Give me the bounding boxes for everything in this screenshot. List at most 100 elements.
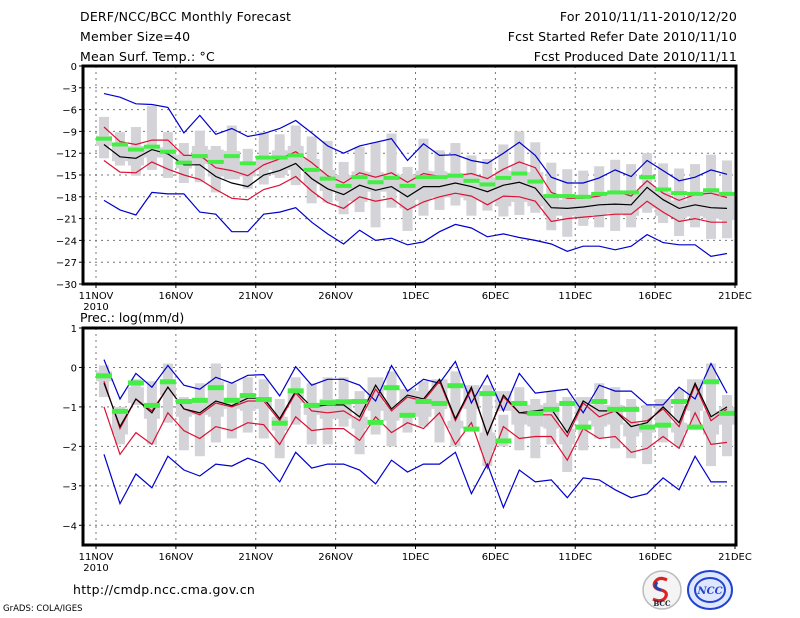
median-marker (671, 398, 688, 404)
median-marker (367, 180, 384, 185)
quartile-box (287, 391, 304, 403)
quartile-box (687, 195, 704, 217)
median-marker (239, 161, 256, 166)
header-left: DERF/NCC/BCC Monthly Forecast Member Siz… (80, 7, 291, 67)
y-tick-label: −3 (62, 84, 77, 95)
y-tick-label: 0 (71, 62, 77, 73)
quartile-box (671, 422, 688, 433)
quartile-box (223, 399, 240, 409)
x-tick-label: 16DEC (638, 552, 672, 563)
median-marker (431, 400, 448, 406)
y-tick-label: −4 (62, 521, 77, 532)
median-marker (559, 194, 576, 199)
x-tick-label: 16NOV (159, 552, 194, 563)
x-tick-label: 6DEC (482, 552, 509, 563)
median-marker (719, 191, 736, 196)
y-tick-label: −30 (56, 280, 77, 291)
y-tick-label: 0 (71, 363, 77, 374)
median-marker (703, 188, 720, 193)
whisker-bar (674, 389, 685, 447)
x-tick-label: 1DEC (402, 552, 429, 563)
whisker-bar (434, 381, 445, 443)
median-marker (463, 178, 480, 183)
quartile-box (351, 416, 368, 429)
median-marker (367, 419, 384, 425)
series-line-mean (103, 378, 728, 437)
median-marker (175, 160, 192, 165)
y-tick-label: −21 (56, 215, 77, 226)
median-marker (95, 373, 112, 379)
y-tick-label: −1 (62, 403, 77, 414)
whisker-bar (450, 371, 461, 447)
median-marker (639, 175, 656, 180)
x-tick-sublabel: 2010 (83, 302, 108, 313)
x-tick-label: 21NOV (238, 291, 273, 302)
x-tick-label: 21DEC (718, 552, 752, 563)
x-tick-label: 1DEC (402, 291, 429, 302)
x-tick-label: 26NOV (318, 552, 353, 563)
whisker-bar (642, 153, 653, 213)
series-line-min (103, 451, 727, 510)
whisker-bar (146, 105, 157, 170)
header-right: For 2010/11/11-2010/12/20 Fcst Started R… (508, 7, 737, 67)
median-marker (191, 397, 208, 403)
whisker-bar (258, 379, 269, 439)
median-marker (319, 176, 336, 181)
median-marker (575, 424, 592, 430)
quartile-box (479, 432, 496, 451)
median-marker (639, 424, 656, 430)
median-marker (543, 194, 560, 199)
whisker-bar (530, 399, 541, 459)
median-marker (223, 154, 240, 159)
quartile-box (255, 156, 272, 170)
whisker-bar (722, 395, 733, 457)
y-tick-label: −2 (62, 442, 77, 453)
median-marker (447, 383, 464, 389)
x-tick-label: 11DEC (558, 552, 592, 563)
y-tick-label: −9 (62, 127, 77, 138)
y-tick-label: −27 (56, 258, 77, 269)
y-tick-label: −3 (62, 482, 77, 493)
median-marker (687, 424, 704, 430)
median-marker (159, 379, 176, 385)
median-marker (255, 155, 272, 160)
source-url[interactable]: http://cmdp.ncc.cma.gov.cn (73, 582, 256, 597)
whisker-bar (386, 133, 397, 208)
median-marker (95, 136, 112, 141)
median-marker (383, 385, 400, 391)
quartile-box (399, 389, 416, 413)
median-marker (223, 397, 240, 403)
median-marker (495, 438, 512, 444)
median-marker (111, 142, 128, 147)
median-marker (511, 400, 528, 406)
fcst-produced-date: Fcst Produced Date 2010/11/11 (533, 49, 737, 64)
y-tick-label: −6 (62, 106, 77, 117)
y-tick-label: −24 (56, 236, 77, 247)
median-marker (479, 182, 496, 187)
series-line-max (103, 359, 728, 414)
x-tick-label: 16NOV (159, 291, 194, 302)
median-marker (607, 406, 624, 412)
chart-title: DERF/NCC/BCC Monthly Forecast (80, 9, 292, 24)
quartile-box (559, 199, 576, 216)
median-marker (111, 408, 128, 414)
series-line-max (103, 93, 728, 184)
median-marker (239, 393, 256, 399)
quartile-box (287, 145, 304, 170)
median-marker (559, 400, 576, 406)
median-marker (463, 426, 480, 432)
median-marker (271, 155, 288, 160)
median-marker (127, 147, 144, 152)
median-marker (399, 412, 416, 418)
quartile-box (303, 402, 320, 415)
x-tick-label: 11NOV (79, 291, 114, 302)
median-marker (207, 159, 224, 164)
median-marker (575, 194, 592, 199)
quartile-box (447, 172, 464, 198)
x-tick-label: 21NOV (238, 552, 273, 563)
whisker-bar (226, 383, 237, 439)
median-marker (287, 388, 304, 394)
median-marker (623, 406, 640, 412)
